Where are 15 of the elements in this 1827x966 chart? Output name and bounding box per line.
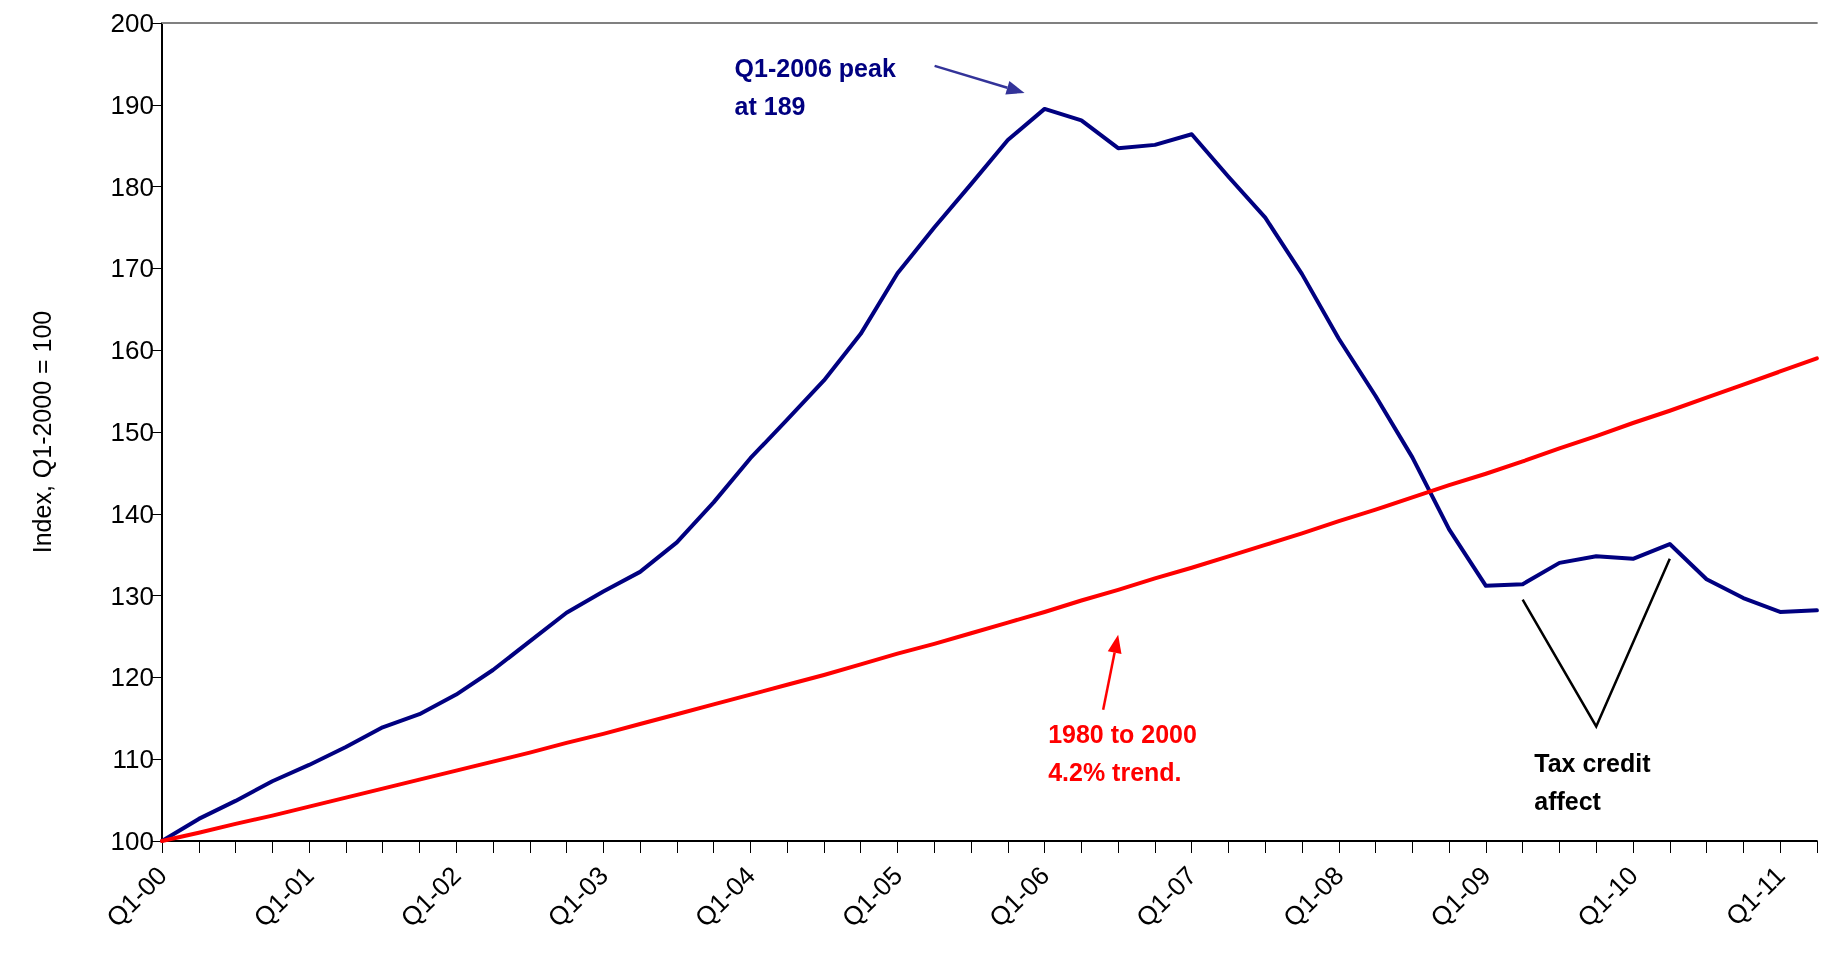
y-tick-label: 160 — [110, 335, 154, 366]
y-tick-label: 180 — [110, 171, 154, 202]
annotation: 1980 to 2000 4.2% trend. — [1048, 719, 1197, 786]
annotation: Q1-2006 peak at 189 — [734, 53, 896, 120]
y-tick-label: 140 — [110, 498, 154, 529]
y-tick-label: 190 — [110, 89, 154, 120]
y-axis-title: Index, Q1-2000 = 100 — [27, 310, 56, 554]
y-tick-label: 150 — [110, 417, 154, 447]
y-tick-label: 130 — [110, 580, 154, 611]
annotation: Tax credit affect — [1534, 749, 1652, 816]
y-tick-label: 100 — [110, 826, 154, 856]
y-tick-label: 120 — [110, 662, 154, 693]
y-tick-label: 170 — [110, 253, 154, 284]
y-tick-label: 200 — [110, 8, 154, 38]
y-tick-label: 110 — [112, 744, 154, 775]
